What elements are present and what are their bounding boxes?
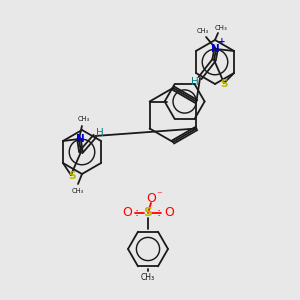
Text: +: + (218, 38, 226, 46)
Text: ⁻: ⁻ (156, 190, 162, 200)
Text: S: S (143, 206, 152, 220)
Text: O: O (164, 206, 174, 220)
Text: H: H (96, 128, 104, 138)
Text: H: H (191, 77, 199, 87)
Text: :: : (135, 206, 139, 220)
Text: CH₃: CH₃ (78, 116, 90, 122)
Text: :: : (157, 206, 161, 220)
Text: CH₃: CH₃ (197, 28, 209, 34)
Text: N: N (211, 44, 219, 54)
Text: CH₃: CH₃ (141, 272, 155, 281)
Text: O: O (146, 193, 156, 206)
Text: S: S (220, 79, 228, 89)
Text: N: N (76, 134, 84, 144)
Text: CH₃: CH₃ (72, 188, 84, 194)
Text: O: O (122, 206, 132, 220)
Text: S: S (68, 171, 76, 181)
Text: CH₃: CH₃ (214, 25, 227, 31)
